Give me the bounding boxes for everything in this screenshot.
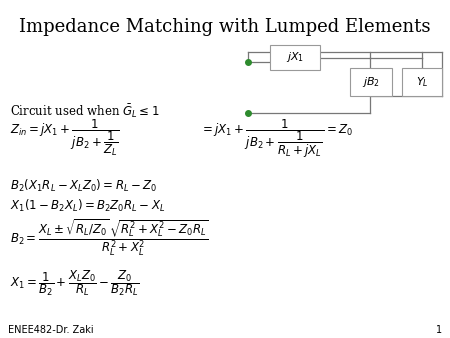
Text: ENEE482-Dr. Zaki: ENEE482-Dr. Zaki (8, 325, 94, 335)
Bar (350, 68, 392, 96)
Text: $= jX_1 + \dfrac{1}{jB_2 + \dfrac{1}{R_L + jX_L}} = Z_0$: $= jX_1 + \dfrac{1}{jB_2 + \dfrac{1}{R_L… (200, 118, 353, 160)
Text: $X_1 = \dfrac{1}{B_2} + \dfrac{X_L Z_0}{R_L} - \dfrac{Z_0}{B_2 R_L}$: $X_1 = \dfrac{1}{B_2} + \dfrac{X_L Z_0}{… (10, 268, 140, 298)
Text: $jX_1$: $jX_1$ (286, 50, 304, 65)
Text: $B_2(X_1 R_L - X_L Z_0) = R_L - Z_0$: $B_2(X_1 R_L - X_L Z_0) = R_L - Z_0$ (10, 178, 157, 194)
Text: Circuit used when $\bar{G}_L \leq 1$: Circuit used when $\bar{G}_L \leq 1$ (10, 102, 159, 120)
Text: $jB_2$: $jB_2$ (362, 75, 380, 89)
Text: Impedance Matching with Lumped Elements: Impedance Matching with Lumped Elements (19, 18, 431, 36)
Bar (270, 45, 320, 70)
Text: $Z_{in} = jX_1 + \dfrac{1}{jB_2 + \dfrac{1}{Z_L}}$: $Z_{in} = jX_1 + \dfrac{1}{jB_2 + \dfrac… (10, 118, 120, 159)
Text: 1: 1 (436, 325, 442, 335)
Text: $X_1(1 - B_2 X_L) = B_2 Z_0 R_L - X_L$: $X_1(1 - B_2 X_L) = B_2 Z_0 R_L - X_L$ (10, 198, 165, 214)
Text: $Y_L$: $Y_L$ (416, 75, 428, 89)
Bar (402, 68, 442, 96)
Text: $B_2 = \dfrac{X_L \pm \sqrt{R_L/Z_0}\,\sqrt{R_L^2 + X_L^2 - Z_0 R_L}}{R_L^2 + X_: $B_2 = \dfrac{X_L \pm \sqrt{R_L/Z_0}\,\s… (10, 218, 209, 259)
